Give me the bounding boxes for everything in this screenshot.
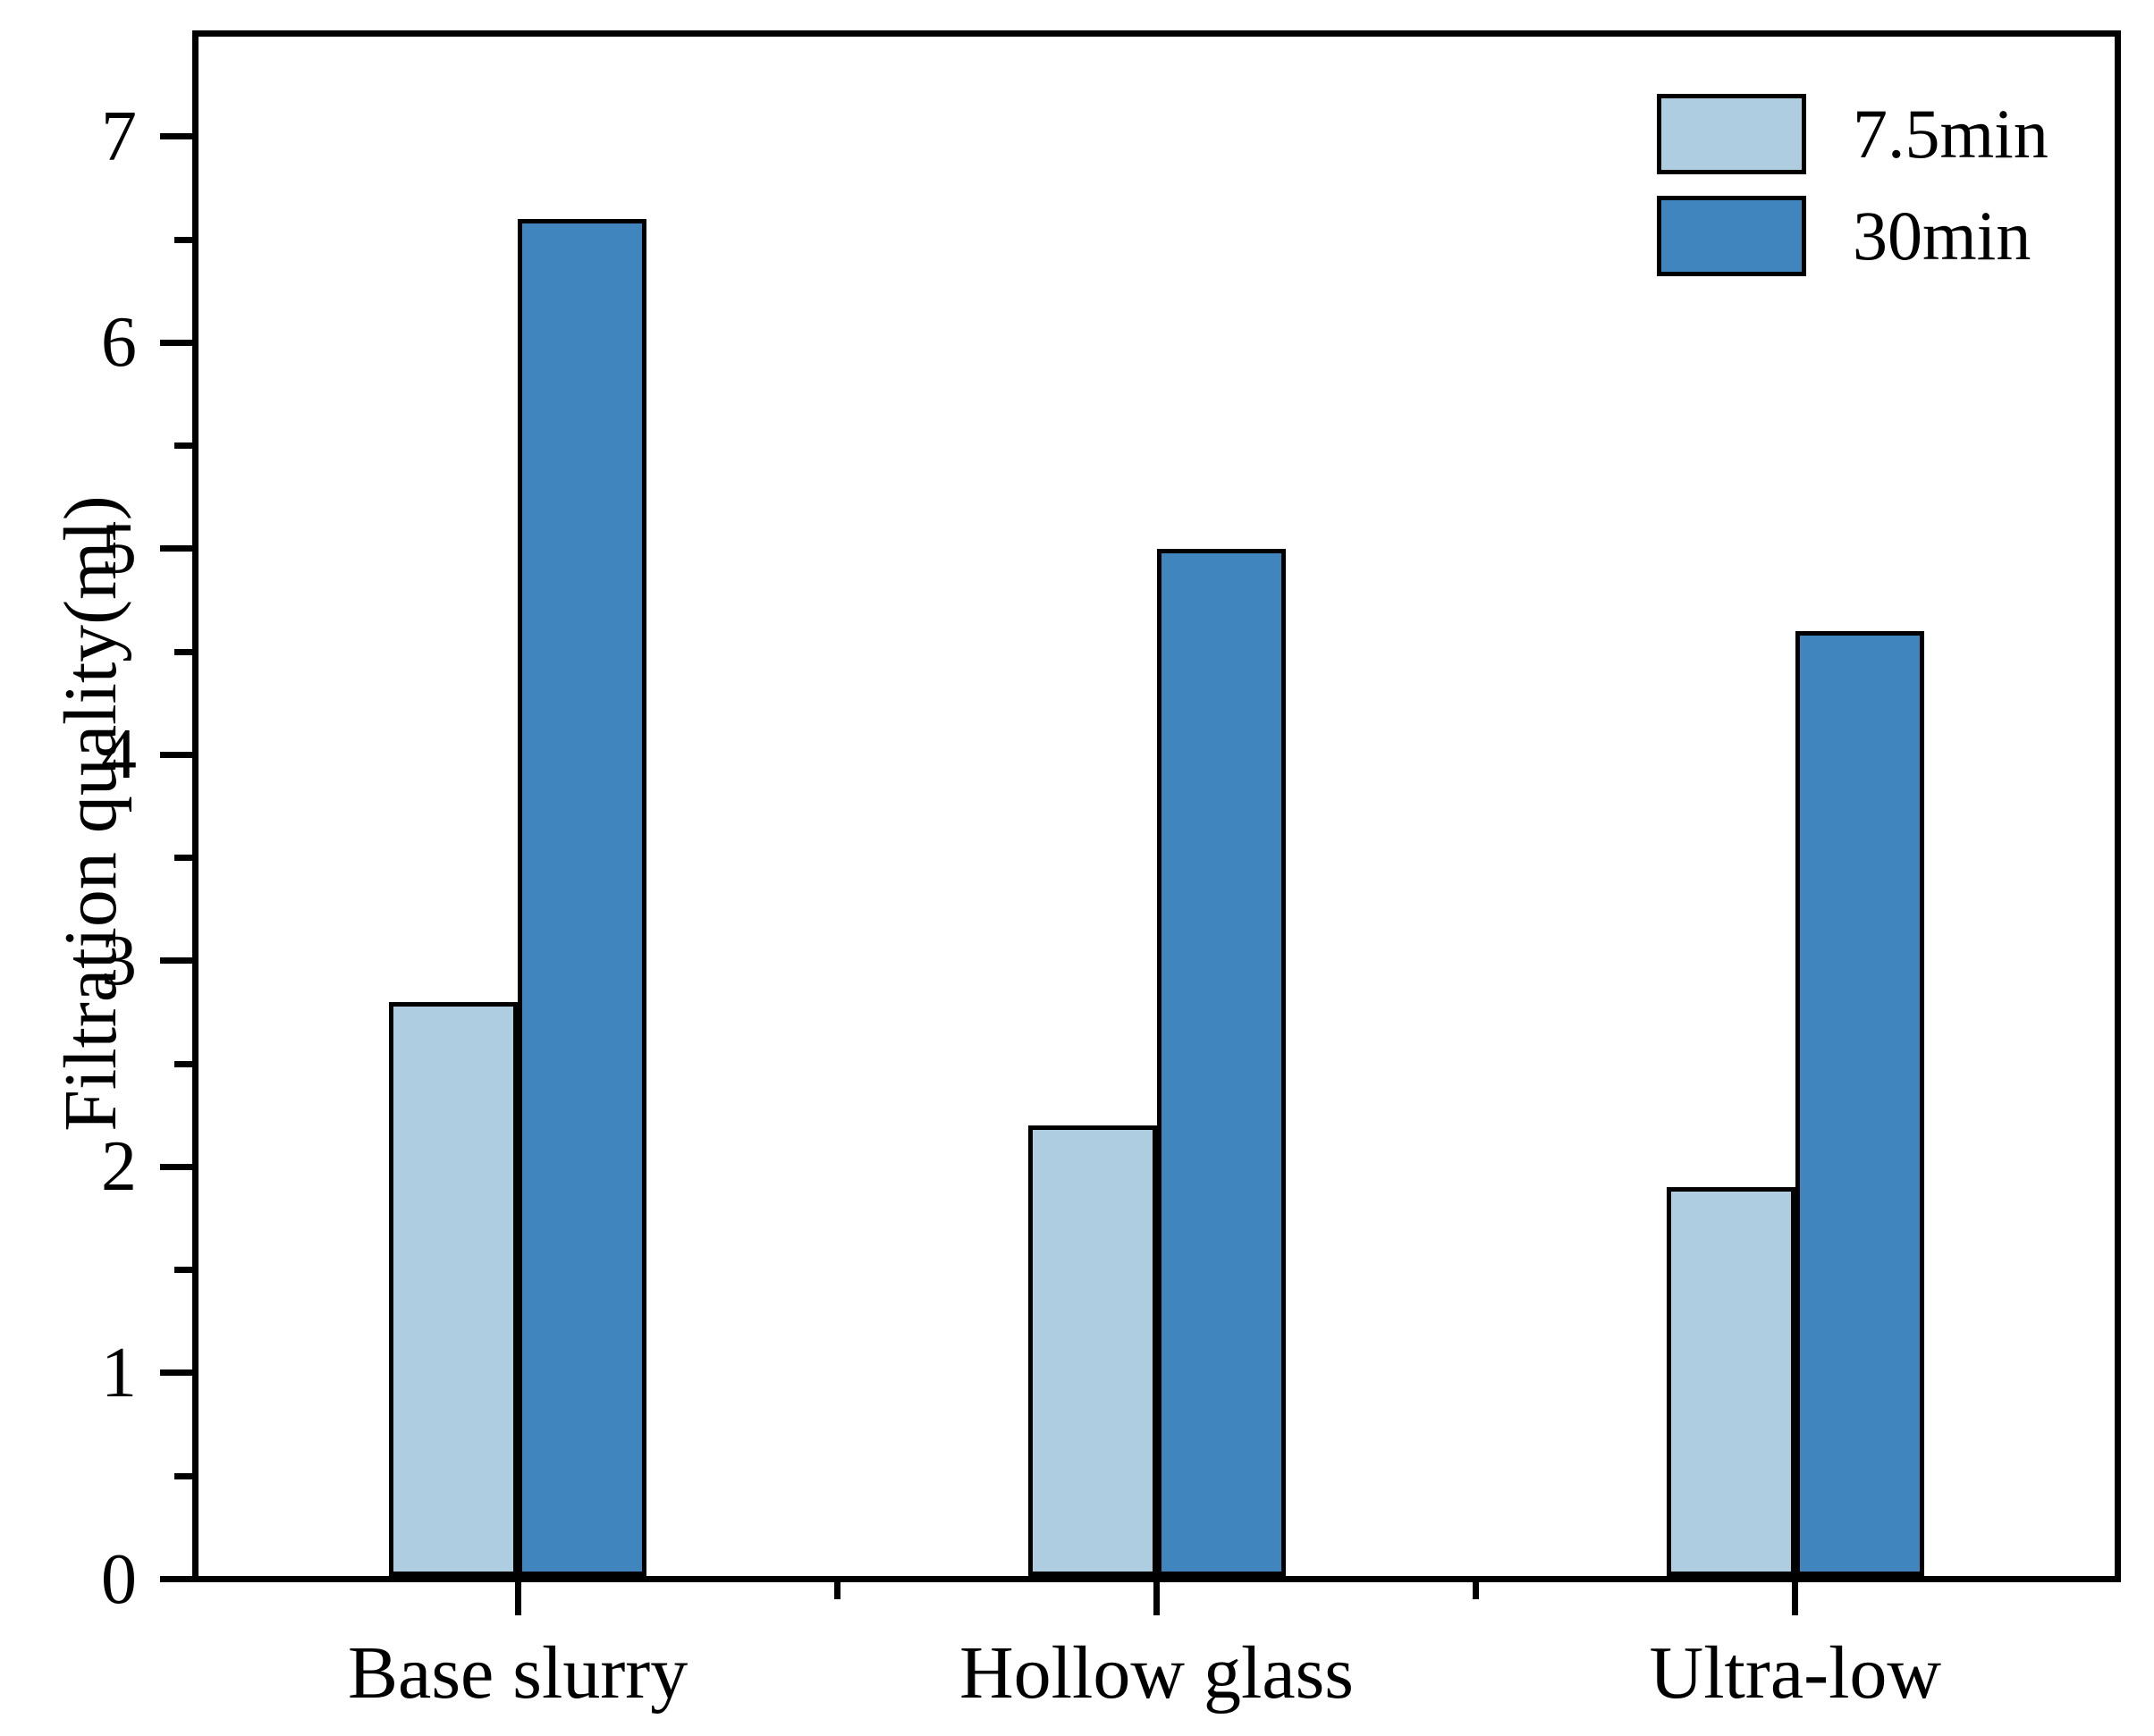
y-major-tick	[160, 545, 192, 552]
x-category-label: Base slurry	[348, 1631, 688, 1715]
y-tick-label: 2	[101, 1127, 137, 1207]
legend-swatch-7-5min	[1657, 94, 1806, 174]
bar-30min-hollow-glass	[1156, 549, 1286, 1576]
y-minor-tick	[174, 1472, 192, 1479]
y-minor-tick	[174, 1267, 192, 1274]
legend-label-30min: 30min	[1853, 197, 2032, 274]
x-major-tick	[1792, 1576, 1799, 1615]
x-major-tick	[514, 1576, 521, 1615]
legend-swatch-30min	[1657, 196, 1806, 276]
legend: 7.5min 30min	[1657, 94, 2048, 298]
y-tick-label: 5	[101, 509, 137, 588]
bar-7-5min-base-slurry	[389, 1002, 519, 1576]
bar-30min-base-slurry	[518, 219, 647, 1576]
y-minor-tick	[174, 855, 192, 862]
y-major-tick	[160, 339, 192, 346]
y-tick-label: 3	[101, 921, 137, 1000]
y-major-tick	[160, 957, 192, 965]
y-major-tick	[160, 133, 192, 140]
y-minor-tick	[174, 648, 192, 655]
legend-label-7-5min: 7.5min	[1853, 95, 2048, 173]
y-major-tick	[160, 1576, 192, 1582]
x-minor-tick	[1473, 1576, 1480, 1599]
x-category-label: Hollow glass	[959, 1631, 1354, 1715]
x-major-tick	[1153, 1576, 1160, 1615]
y-tick-label: 4	[101, 715, 137, 795]
y-tick-label: 0	[101, 1539, 137, 1619]
legend-item-30min: 30min	[1657, 196, 2048, 276]
y-tick-label: 1	[101, 1333, 137, 1412]
y-major-tick	[160, 751, 192, 758]
plot-area	[192, 30, 2121, 1582]
y-minor-tick	[174, 442, 192, 450]
y-tick-label: 7	[101, 97, 137, 176]
y-tick-label: 6	[101, 303, 137, 383]
bar-7-5min-hollow-glass	[1027, 1125, 1157, 1576]
y-minor-tick	[174, 236, 192, 243]
x-category-label: Ultra-low	[1649, 1631, 1942, 1715]
y-minor-tick	[174, 1060, 192, 1067]
legend-item-7-5min: 7.5min	[1657, 94, 2048, 174]
x-minor-tick	[833, 1576, 840, 1599]
y-major-tick	[160, 1369, 192, 1377]
y-major-tick	[160, 1163, 192, 1170]
bar-30min-ultra-low	[1795, 631, 1924, 1576]
bar-7-5min-ultra-low	[1666, 1187, 1795, 1576]
